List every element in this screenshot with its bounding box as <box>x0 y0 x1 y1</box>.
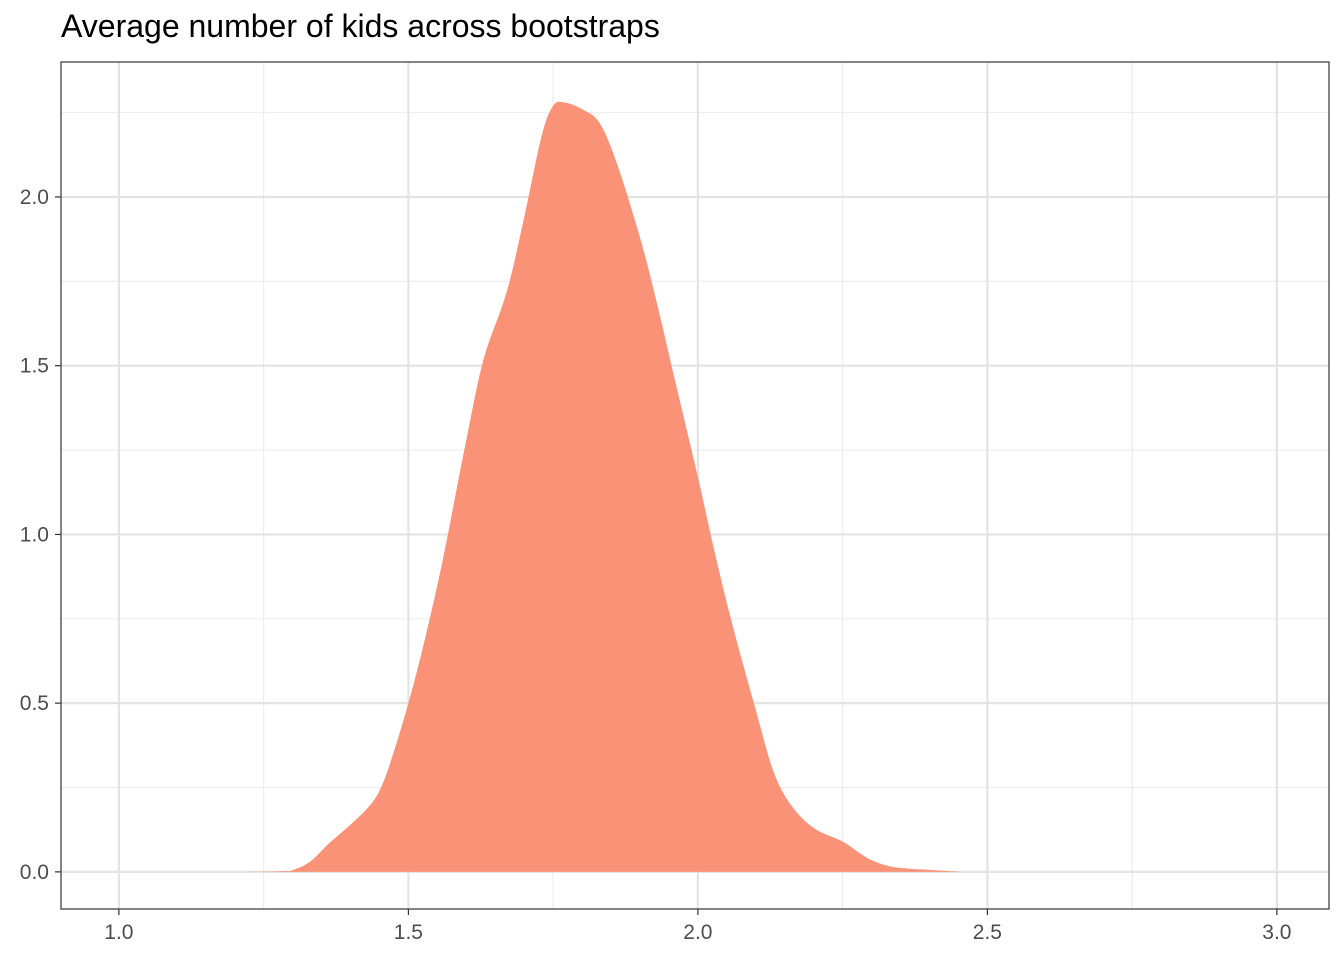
y-tick-label: 1.5 <box>20 355 49 378</box>
y-axis-ticks: 0.0 0.5 1.0 1.5 2.0 <box>20 186 61 884</box>
chart-title: Average number of kids across bootstraps <box>61 8 660 44</box>
x-tick-label: 2.5 <box>973 921 1002 944</box>
y-tick-label: 2.0 <box>20 186 49 209</box>
panel-border <box>60 61 1330 910</box>
y-tick-label: 0.5 <box>20 692 49 715</box>
density-area-group <box>118 101 1277 872</box>
y-tick-label: 0.0 <box>20 861 49 884</box>
y-tick-label: 1.0 <box>20 523 49 546</box>
density-area <box>118 101 1277 872</box>
x-tick-label: 1.0 <box>104 921 133 944</box>
x-tick-label: 2.0 <box>683 921 712 944</box>
x-axis-ticks: 1.0 1.5 2.0 2.5 3.0 <box>104 909 1291 944</box>
x-tick-label: 1.5 <box>394 921 423 944</box>
x-tick-label: 3.0 <box>1262 921 1291 944</box>
